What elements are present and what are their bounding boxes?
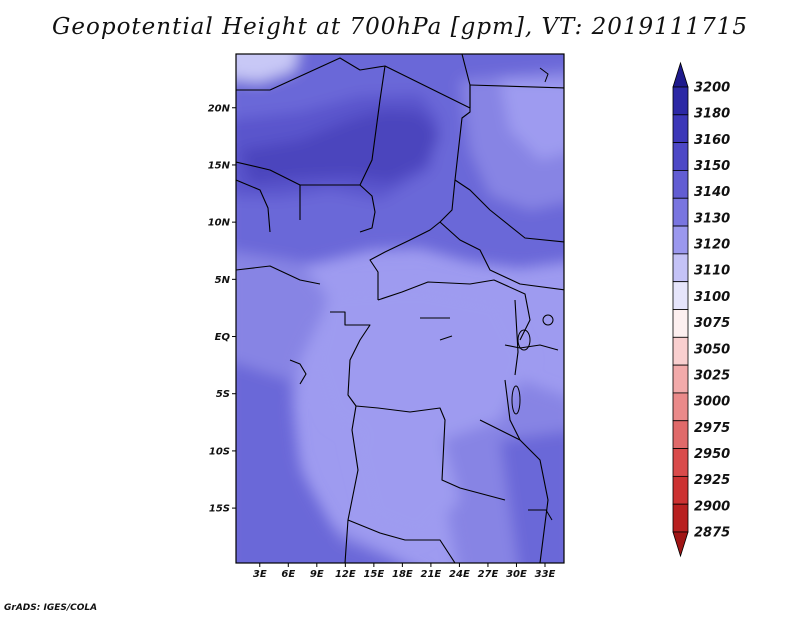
colorbar-label: 2950	[694, 447, 730, 462]
colorbar-label: 3110	[694, 264, 730, 279]
longitude-axis: 3E 6E 9E 12E 15E 18E 21E 24E 27E 30E 33E	[253, 563, 556, 580]
colorbar-label: 2925	[694, 473, 730, 488]
colorbar-swatch	[672, 197, 689, 227]
lon-tick-label: 9E	[310, 569, 324, 580]
grads-credit: GrADS: IGES/COLA	[4, 603, 98, 613]
colorbar-swatch	[672, 448, 689, 477]
colorbar-label: 3150	[694, 159, 730, 174]
lat-tick-label: 15S	[209, 504, 230, 515]
latitude-axis: 20N 15N 10N 5N EQ 5S 10S 15S	[208, 103, 236, 515]
lat-tick-label: EQ	[215, 332, 231, 343]
map-frame	[235, 53, 565, 564]
colorbar-swatch	[672, 170, 689, 199]
colorbar-swatch	[672, 61, 689, 88]
lon-tick-label: 30E	[506, 569, 527, 580]
lon-tick-label: 27E	[478, 569, 499, 580]
lon-tick-label: 21E	[421, 569, 442, 580]
colorbar-swatch	[672, 225, 689, 255]
colorbar-label: 2975	[694, 421, 730, 436]
lon-tick-label: 18E	[392, 569, 413, 580]
colorbar-swatch	[672, 142, 689, 171]
colorbar-swatch	[672, 281, 689, 310]
colorbar-swatch	[672, 336, 689, 366]
colorbar-swatch	[672, 531, 689, 558]
colorbar-label: 2875	[694, 526, 730, 541]
chart-title: Geopotential Height at 700hPa [gpm], VT:…	[52, 14, 748, 40]
lakes	[420, 67, 554, 521]
colorbar-label: 3140	[694, 185, 730, 200]
colorbar-label: 3025	[694, 368, 730, 383]
lat-tick-label: 5S	[216, 389, 230, 400]
lon-tick-label: 6E	[281, 569, 295, 580]
colorbar-swatch	[672, 253, 689, 283]
lat-tick-label: 15N	[208, 160, 231, 171]
colorbar-swatch	[672, 114, 689, 144]
lon-tick-label: 3E	[253, 569, 267, 580]
lat-tick-label: 20N	[208, 103, 231, 114]
colorbar-label: 3000	[694, 395, 730, 410]
lon-tick-label: 12E	[335, 569, 356, 580]
lon-tick-label: 33E	[535, 569, 556, 580]
colorbar-swatch	[672, 392, 689, 422]
colorbar-swatch	[672, 364, 689, 394]
colorbar-label: 3050	[694, 342, 730, 357]
colorbar-swatch	[672, 475, 689, 505]
lon-tick-label: 24E	[449, 569, 470, 580]
colorbar-label: 3100	[694, 290, 730, 305]
colorbar-swatch	[672, 86, 689, 116]
colorbar-swatch	[672, 309, 689, 338]
lon-tick-label: 15E	[363, 569, 384, 580]
lat-tick-label: 10N	[208, 218, 231, 229]
colorbar-label: 3160	[694, 133, 730, 148]
colorbar-swatch	[672, 420, 689, 449]
colorbar-swatch	[672, 503, 689, 533]
colorbar-label: 3200	[694, 81, 730, 96]
colorbar-label: 3120	[694, 238, 730, 253]
colorbar-label: 3180	[694, 107, 730, 122]
country-borders	[236, 54, 564, 563]
height-field	[236, 54, 564, 563]
colorbar: 3200 3180 3160 3150 3140 3130 3120 3110 3100 3075…	[672, 61, 730, 558]
colorbar-label: 3130	[694, 211, 730, 226]
colorbar-label: 3075	[694, 316, 730, 331]
lat-tick-label: 5N	[215, 275, 231, 286]
colorbar-label: 2900	[694, 499, 730, 514]
lat-tick-label: 10S	[209, 446, 230, 457]
